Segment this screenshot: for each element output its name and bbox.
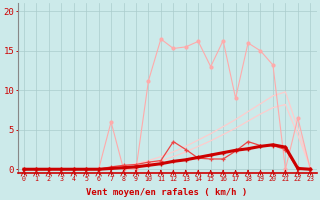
X-axis label: Vent moyen/en rafales ( km/h ): Vent moyen/en rafales ( km/h ) bbox=[86, 188, 248, 197]
